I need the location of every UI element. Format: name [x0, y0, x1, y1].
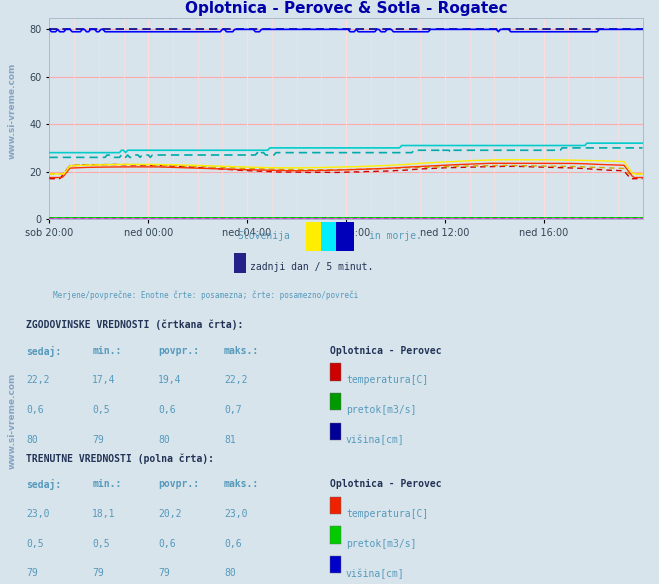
Text: 17,4: 17,4	[92, 376, 116, 385]
Text: 19,4: 19,4	[158, 376, 182, 385]
FancyBboxPatch shape	[330, 526, 341, 544]
Text: povpr.:: povpr.:	[158, 346, 199, 356]
Text: min.:: min.:	[92, 346, 122, 356]
FancyBboxPatch shape	[330, 393, 341, 411]
Text: 80: 80	[158, 435, 170, 445]
Text: temperatura[C]: temperatura[C]	[346, 509, 428, 519]
Text: 22,2: 22,2	[224, 376, 248, 385]
Text: 80: 80	[224, 568, 236, 578]
Text: maks.:: maks.:	[224, 346, 259, 356]
Text: Oplotnica - Perovec: Oplotnica - Perovec	[330, 346, 441, 356]
Text: www.si-vreme.com: www.si-vreme.com	[8, 62, 17, 159]
Text: 23,0: 23,0	[224, 509, 248, 519]
Text: 0,6: 0,6	[158, 538, 176, 548]
Text: 20,2: 20,2	[158, 509, 182, 519]
FancyBboxPatch shape	[322, 220, 345, 251]
Text: 80: 80	[26, 435, 38, 445]
Text: ZGODOVINSKE VREDNOSTI (črtkana črta):: ZGODOVINSKE VREDNOSTI (črtkana črta):	[26, 319, 244, 330]
Text: 0,5: 0,5	[92, 538, 110, 548]
Text: višina[cm]: višina[cm]	[346, 435, 405, 445]
Text: maks.:: maks.:	[224, 479, 259, 489]
Text: www.si-vreme.com: www.si-vreme.com	[8, 372, 17, 469]
FancyBboxPatch shape	[336, 220, 354, 251]
Text: Slovenija: Slovenija	[237, 231, 290, 241]
Text: sedaj:: sedaj:	[26, 346, 61, 357]
FancyBboxPatch shape	[330, 363, 341, 381]
Text: 0,6: 0,6	[158, 405, 176, 415]
Text: TRENUTNE VREDNOSTI (polna črta):: TRENUTNE VREDNOSTI (polna črta):	[26, 453, 214, 464]
Text: 79: 79	[26, 568, 38, 578]
Text: min.:: min.:	[92, 479, 122, 489]
Text: 0,5: 0,5	[92, 405, 110, 415]
Text: 0,5: 0,5	[26, 538, 44, 548]
FancyBboxPatch shape	[330, 496, 341, 514]
FancyBboxPatch shape	[234, 253, 246, 273]
FancyBboxPatch shape	[330, 423, 341, 440]
Title: Oplotnica - Perovec & Sotla - Rogatec: Oplotnica - Perovec & Sotla - Rogatec	[185, 1, 507, 16]
Text: 22,2: 22,2	[26, 376, 50, 385]
Text: 0,7: 0,7	[224, 405, 242, 415]
Text: pretok[m3/s]: pretok[m3/s]	[346, 538, 416, 548]
Text: Oplotnica - Perovec: Oplotnica - Perovec	[330, 479, 441, 489]
Text: 0,6: 0,6	[26, 405, 44, 415]
Text: 18,1: 18,1	[92, 509, 116, 519]
FancyBboxPatch shape	[306, 220, 336, 251]
Text: višina[cm]: višina[cm]	[346, 568, 405, 579]
Text: sedaj:: sedaj:	[26, 479, 61, 490]
Text: temperatura[C]: temperatura[C]	[346, 376, 428, 385]
Text: 23,0: 23,0	[26, 509, 50, 519]
Text: 79: 79	[158, 568, 170, 578]
Text: 79: 79	[92, 568, 104, 578]
Text: 81: 81	[224, 435, 236, 445]
Text: povpr.:: povpr.:	[158, 479, 199, 489]
Text: in morje.: in morje.	[369, 231, 422, 241]
FancyBboxPatch shape	[330, 556, 341, 573]
Text: pretok[m3/s]: pretok[m3/s]	[346, 405, 416, 415]
Text: 0,6: 0,6	[224, 538, 242, 548]
Text: 79: 79	[92, 435, 104, 445]
Text: Merjene/povprečne: Enotne črte: posamezna; črte: posamezno/povreči: Merjene/povprečne: Enotne črte: posamezn…	[53, 291, 358, 300]
Text: zadnji dan / 5 minut.: zadnji dan / 5 minut.	[250, 262, 374, 272]
